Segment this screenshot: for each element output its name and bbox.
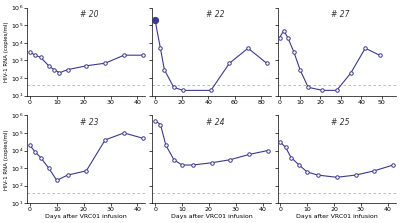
- Text: # 27: # 27: [331, 10, 349, 19]
- Text: # 22: # 22: [206, 10, 224, 19]
- Text: # 20: # 20: [80, 10, 99, 19]
- X-axis label: Days after VRC01 infusion: Days after VRC01 infusion: [296, 214, 378, 219]
- Text: # 24: # 24: [206, 118, 224, 127]
- Y-axis label: HIV-1 RNA (copies/ml): HIV-1 RNA (copies/ml): [4, 21, 9, 82]
- Text: # 25: # 25: [331, 118, 349, 127]
- X-axis label: Days after VRC01 infusion: Days after VRC01 infusion: [171, 214, 252, 219]
- X-axis label: Days after VRC01 infusion: Days after VRC01 infusion: [46, 214, 127, 219]
- Y-axis label: HIV-1 RNA (copies/ml): HIV-1 RNA (copies/ml): [4, 129, 9, 190]
- Text: # 23: # 23: [80, 118, 99, 127]
